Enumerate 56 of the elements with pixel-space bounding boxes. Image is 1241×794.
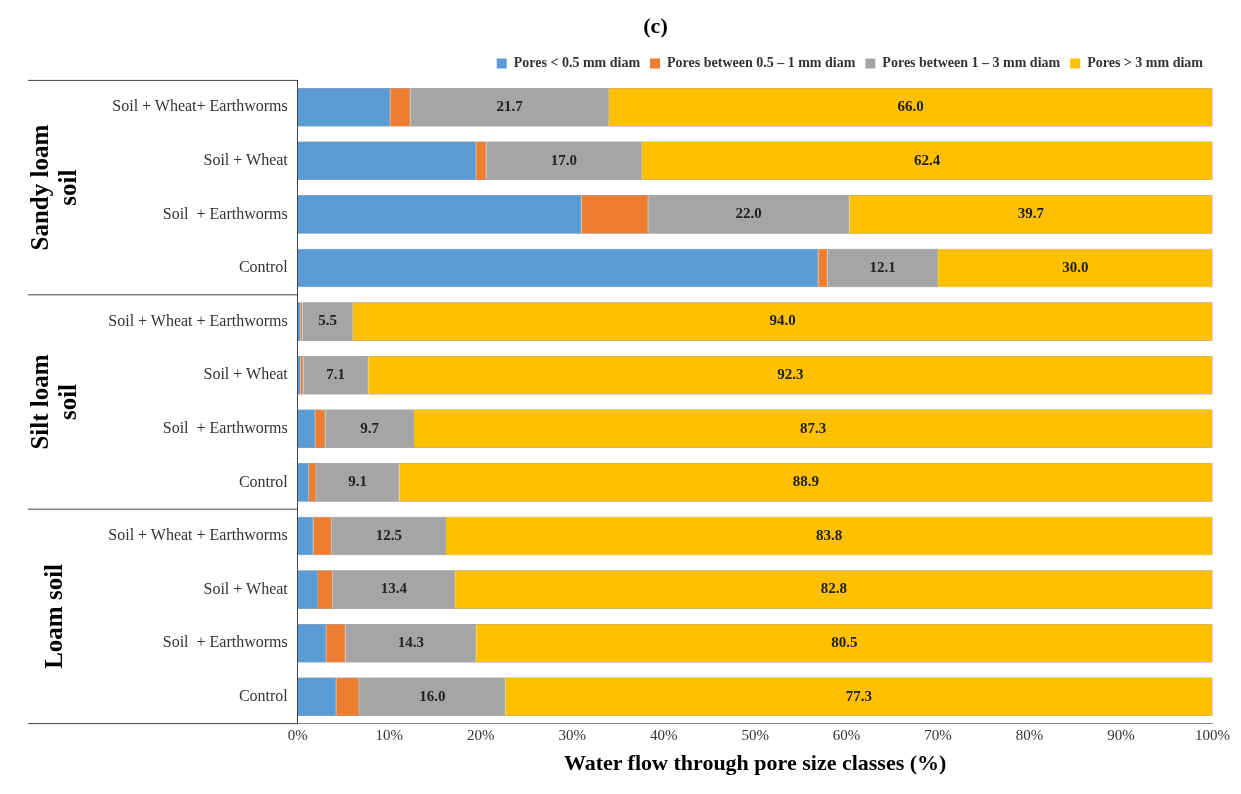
legend-label: Pores between 1 – 3 mm diam [882, 55, 1061, 71]
x-tick-label: 10% [375, 726, 404, 743]
data-label: 14.3 [397, 634, 424, 651]
x-tick-label: 40% [649, 726, 678, 743]
y-tick-label: Control [238, 472, 289, 490]
x-axis-title: Water flow through pore size classes (%) [563, 750, 947, 776]
x-tick-label: 70% [924, 726, 952, 743]
y-tick-label: Soil + Earthworms [162, 204, 288, 222]
data-label: 62.4 [913, 151, 941, 168]
data-label: 12.5 [375, 526, 402, 543]
y-tick-label: Soil + Earthworms [162, 633, 288, 651]
data-label: 39.7 [1017, 205, 1045, 222]
data-label: 80.5 [831, 634, 858, 651]
legend-label: Pores < 0.5 mm diam [513, 55, 641, 71]
x-tick-label: 50% [741, 726, 769, 743]
y-tick-label: Control [238, 687, 289, 704]
x-tick-label: 30% [558, 726, 586, 743]
text: Silt loam soil [26, 354, 82, 450]
data-label: 21.7 [496, 98, 524, 115]
data-label: 7.1 [326, 366, 346, 383]
legend-label: Pores between 0.5 – 1 mm diam [667, 55, 856, 71]
data-label: 82.8 [820, 580, 847, 597]
x-tick-label: 80% [1015, 726, 1044, 743]
x-tick-label: 20% [466, 726, 495, 743]
y-tick-label: Soil + Wheat + Earthworms [108, 311, 288, 329]
data-label: 22.0 [735, 205, 762, 222]
text: Sandy loam soil [26, 124, 82, 251]
data-label: 17.0 [550, 151, 578, 168]
data-label: 5.5 [318, 312, 337, 329]
data-label: 88.9 [792, 473, 820, 490]
y-tick-label: Soil + Wheat [203, 365, 289, 383]
x-tick-label: 0% [287, 726, 308, 743]
data-label: 77.3 [845, 687, 873, 704]
y-tick-label: Soil + Wheat [203, 151, 289, 168]
data-label: 13.4 [380, 580, 408, 597]
y-tick-label: Soil + Wheat + Earthworms [108, 526, 288, 544]
data-label: 66.0 [897, 98, 924, 115]
y-tick-label: Control [238, 258, 289, 276]
y-tick-label: Soil + Wheat+ Earthworms [112, 97, 288, 115]
data-label: 9.1 [348, 473, 368, 490]
y-tick-label: Soil + Earthworms [162, 419, 288, 436]
data-label: 92.3 [777, 366, 804, 383]
x-tick-label: 90% [1107, 726, 1135, 743]
data-label: 83.8 [816, 526, 843, 543]
x-tick-label: 100% [1195, 726, 1230, 743]
data-label: 9.7 [360, 419, 380, 436]
data-label: 94.0 [769, 312, 796, 329]
data-label: 87.3 [800, 419, 827, 436]
data-label: 16.0 [419, 687, 446, 704]
chart-title: (c) [643, 12, 668, 38]
y-tick-label: Soil + Wheat [203, 579, 289, 597]
data-label: 12.1 [869, 258, 896, 275]
legend-label: Pores > 3 mm diam [1087, 55, 1204, 71]
x-tick-label: 60% [832, 726, 861, 743]
text: Loam soil [40, 563, 68, 669]
data-label: 30.0 [1062, 258, 1089, 275]
